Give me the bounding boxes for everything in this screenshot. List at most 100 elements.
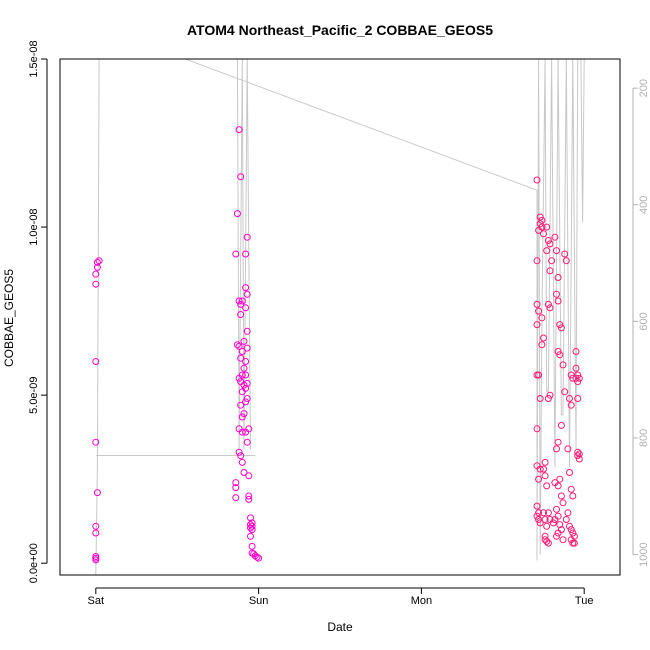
data-point bbox=[92, 280, 100, 288]
data-point bbox=[93, 263, 101, 271]
data-point bbox=[536, 220, 544, 228]
data-point bbox=[566, 522, 573, 530]
x-axis-label: Date bbox=[327, 620, 353, 634]
data-point bbox=[538, 314, 546, 322]
data-point bbox=[554, 274, 562, 281]
data-point bbox=[543, 247, 551, 255]
y-tick-label: 1.0e-08 bbox=[28, 208, 40, 245]
data-point bbox=[248, 542, 256, 550]
data-point bbox=[238, 458, 246, 466]
data-point bbox=[556, 351, 564, 359]
data-point bbox=[544, 539, 552, 547]
data-point bbox=[562, 257, 570, 265]
data-point bbox=[546, 391, 554, 399]
data-point bbox=[536, 213, 544, 221]
data-point bbox=[235, 374, 243, 382]
data-point bbox=[574, 395, 582, 402]
data-point bbox=[557, 492, 565, 500]
data-point bbox=[533, 300, 541, 308]
data-point bbox=[557, 324, 565, 332]
data-point bbox=[546, 304, 554, 312]
data-point bbox=[572, 348, 580, 355]
data-point bbox=[232, 250, 240, 258]
x-tick-label: Sat bbox=[88, 595, 105, 607]
data-point bbox=[92, 529, 100, 537]
data-point bbox=[540, 334, 547, 342]
data-point bbox=[238, 428, 246, 436]
series-line-0 bbox=[95, 59, 585, 575]
data-point bbox=[247, 514, 254, 522]
data-point bbox=[238, 413, 246, 421]
data-point bbox=[243, 395, 251, 402]
right-tick-label: 200 bbox=[638, 79, 650, 97]
axes: Sat Sun Mon Tue 0.0e+00 5.0e-09 1.0e-08 1.5e-08… bbox=[28, 40, 650, 607]
data-point bbox=[253, 553, 261, 561]
data-point bbox=[567, 485, 575, 493]
data-point bbox=[240, 364, 248, 372]
data-point bbox=[543, 522, 551, 530]
right-tick-label: 400 bbox=[638, 196, 650, 214]
data-point bbox=[543, 223, 551, 231]
data-point bbox=[544, 300, 552, 308]
data-point bbox=[553, 247, 560, 255]
data-point bbox=[551, 516, 559, 523]
data-point bbox=[541, 532, 549, 540]
data-point bbox=[232, 484, 240, 492]
data-point bbox=[536, 465, 544, 473]
data-point bbox=[574, 371, 582, 379]
data-point bbox=[574, 378, 582, 386]
data-point bbox=[235, 126, 243, 134]
data-point bbox=[92, 522, 100, 530]
x-tick-label: Sun bbox=[249, 595, 269, 607]
data-point bbox=[533, 257, 541, 265]
data-point bbox=[575, 455, 583, 463]
data-point bbox=[540, 230, 547, 238]
chart-title: ATOM4 Northeast_Pacific_2 COBBAE_GEOS5 bbox=[187, 22, 493, 38]
data-point bbox=[561, 250, 569, 258]
data-point bbox=[569, 529, 577, 537]
data-point bbox=[533, 502, 541, 510]
data-point bbox=[237, 300, 245, 308]
data-point bbox=[541, 472, 549, 480]
plot-frame bbox=[59, 58, 621, 576]
data-point bbox=[245, 425, 253, 433]
data-point bbox=[551, 233, 559, 241]
data-point bbox=[570, 539, 578, 547]
data-point bbox=[559, 536, 567, 544]
data-point bbox=[567, 526, 575, 534]
data-point bbox=[247, 532, 254, 540]
x-tick-label: Tue bbox=[575, 595, 594, 607]
data-point bbox=[237, 354, 245, 362]
data-point bbox=[536, 395, 544, 402]
data-point bbox=[546, 240, 554, 248]
data-point bbox=[546, 267, 554, 275]
data-point bbox=[548, 257, 556, 265]
data-point bbox=[564, 509, 572, 517]
data-point bbox=[533, 321, 541, 329]
data-point bbox=[556, 521, 564, 529]
data-point bbox=[567, 401, 575, 409]
data-point bbox=[575, 374, 583, 382]
data-point bbox=[238, 388, 246, 396]
data-point bbox=[544, 237, 552, 244]
data-point bbox=[553, 532, 560, 540]
data-point bbox=[533, 425, 541, 433]
data-point bbox=[92, 358, 100, 365]
data-point bbox=[235, 297, 243, 305]
data-point bbox=[554, 482, 562, 490]
data-points bbox=[92, 126, 583, 564]
data-point bbox=[535, 509, 543, 517]
data-point bbox=[95, 257, 103, 265]
data-point bbox=[240, 410, 248, 418]
right-tick-label: 600 bbox=[638, 312, 650, 330]
data-point bbox=[242, 304, 250, 312]
data-point bbox=[543, 482, 551, 490]
data-point bbox=[248, 519, 256, 527]
data-point bbox=[242, 371, 250, 379]
data-point bbox=[243, 290, 251, 298]
data-point bbox=[535, 307, 543, 315]
data-point bbox=[544, 395, 552, 402]
right-tick-label: 1000 bbox=[638, 542, 650, 566]
data-point bbox=[535, 371, 543, 379]
data-point bbox=[535, 226, 543, 234]
